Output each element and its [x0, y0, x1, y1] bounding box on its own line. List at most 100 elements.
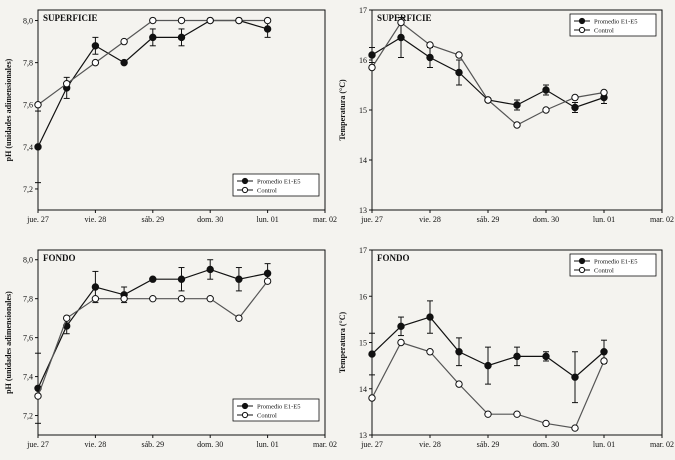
- legend-box: [569, 13, 657, 37]
- data-point: [177, 294, 186, 303]
- data-point: [571, 424, 579, 432]
- y-tick-label: 14: [359, 156, 367, 165]
- y-tick-label: 13: [359, 206, 367, 215]
- data-point: [368, 394, 376, 402]
- chart-title: SUPERFICIE: [43, 13, 98, 23]
- data-point: [368, 51, 376, 59]
- x-tick-label: lun. 01: [256, 215, 278, 224]
- data-point: [62, 79, 71, 88]
- data-point: [34, 101, 42, 109]
- data-point: [177, 16, 186, 25]
- data-point: [263, 269, 272, 278]
- data-point: [120, 294, 128, 303]
- x-tick-label: vie. 28: [85, 440, 107, 449]
- y-tick-label: 8,0: [23, 256, 33, 265]
- y-axis-label: pH (unidades adimensionales): [4, 58, 13, 161]
- series-promedio: [34, 16, 272, 184]
- x-tick-label: sáb. 29: [477, 215, 500, 224]
- y-axis-label: pH (unidades adimensionales): [4, 291, 13, 394]
- x-tick-label: dom. 30: [197, 440, 223, 449]
- data-point: [91, 42, 100, 50]
- data-point: [513, 101, 521, 109]
- plot-frame: [37, 9, 326, 211]
- series-control: [34, 277, 272, 400]
- data-point: [368, 63, 376, 72]
- y-tick-label: 7,8: [23, 59, 33, 68]
- data-point: [235, 16, 243, 25]
- x-tick-label: lun. 01: [593, 440, 615, 449]
- y-tick-label: 7,8: [23, 295, 33, 304]
- x-tick-label: vie. 28: [419, 440, 441, 449]
- series-line: [37, 268, 268, 389]
- data-point: [368, 350, 376, 358]
- legend-label: Control: [594, 28, 614, 35]
- data-point: [206, 294, 214, 303]
- chart-temp-surface: SUPERFICIE 13 14 15 16 17 jue. 27 vie. 28 sáb. 2…: [338, 6, 674, 224]
- y-tick-label: 7,6: [23, 101, 33, 110]
- data-point: [542, 86, 550, 94]
- data-point: [571, 93, 579, 102]
- series-control: [368, 18, 608, 129]
- series-control: [34, 16, 272, 109]
- data-point: [397, 322, 405, 331]
- y-tick-label: 16: [359, 56, 367, 65]
- data-point: [426, 41, 434, 49]
- data-point: [513, 410, 521, 418]
- legend-marker: [578, 257, 586, 265]
- data-point: [177, 275, 186, 283]
- y-tick-label: 15: [359, 339, 367, 348]
- legend-marker: [241, 186, 249, 194]
- legend-box: [232, 173, 320, 197]
- data-point: [600, 88, 608, 97]
- data-point: [484, 96, 492, 104]
- y-tick-label: 7,6: [23, 334, 33, 343]
- data-point: [206, 265, 214, 274]
- y-tick-label: 7,2: [23, 412, 33, 421]
- data-point: [542, 352, 550, 361]
- legend-marker: [578, 26, 586, 34]
- legend: Promedio E1-E5 Control: [569, 13, 657, 37]
- data-point: [513, 352, 521, 361]
- chart-ph-bottom: FONDO 7,2 7,4 7,6 7,8 8,0 jue. 27 vie. 28 sáb. 2…: [4, 249, 337, 449]
- x-tick-label: sáb. 29: [477, 440, 500, 449]
- data-point: [149, 275, 157, 283]
- data-point: [455, 380, 463, 388]
- data-point: [263, 25, 272, 33]
- data-point: [91, 283, 100, 291]
- data-point: [206, 16, 214, 25]
- data-point: [149, 294, 157, 303]
- legend-label: Promedio E1-E5: [257, 179, 301, 186]
- x-tick-label: mar. 02: [313, 215, 337, 224]
- data-point: [455, 348, 463, 356]
- x-tick-label: lun. 01: [256, 440, 278, 449]
- data-point: [397, 18, 405, 27]
- y-tick-label: 13: [359, 431, 367, 440]
- data-point: [397, 338, 405, 347]
- x-tick-label: mar. 02: [650, 215, 674, 224]
- data-point: [235, 314, 243, 322]
- series-control: [368, 338, 608, 432]
- x-tick-label: jue. 27: [360, 440, 383, 449]
- y-tick-label: 14: [359, 385, 367, 394]
- legend-marker: [241, 402, 249, 410]
- data-point: [484, 410, 492, 418]
- data-point: [571, 103, 579, 112]
- legend-label: Promedio E1-E5: [594, 259, 638, 266]
- x-tick-label: mar. 02: [650, 440, 674, 449]
- y-tick-label: 7,2: [23, 185, 33, 194]
- x-tick-label: dom. 30: [533, 215, 559, 224]
- data-point: [455, 51, 463, 59]
- data-point: [34, 143, 42, 151]
- data-point: [177, 33, 186, 42]
- data-point: [426, 313, 434, 321]
- y-tick-label: 7,4: [23, 143, 33, 152]
- x-tick-label: vie. 28: [85, 215, 107, 224]
- plot-frame: [371, 249, 663, 436]
- data-point: [235, 275, 243, 283]
- y-tick-label: 17: [359, 246, 367, 255]
- x-tick-label: jue. 27: [26, 215, 49, 224]
- x-tick-label: dom. 30: [197, 215, 223, 224]
- legend-box: [569, 253, 657, 277]
